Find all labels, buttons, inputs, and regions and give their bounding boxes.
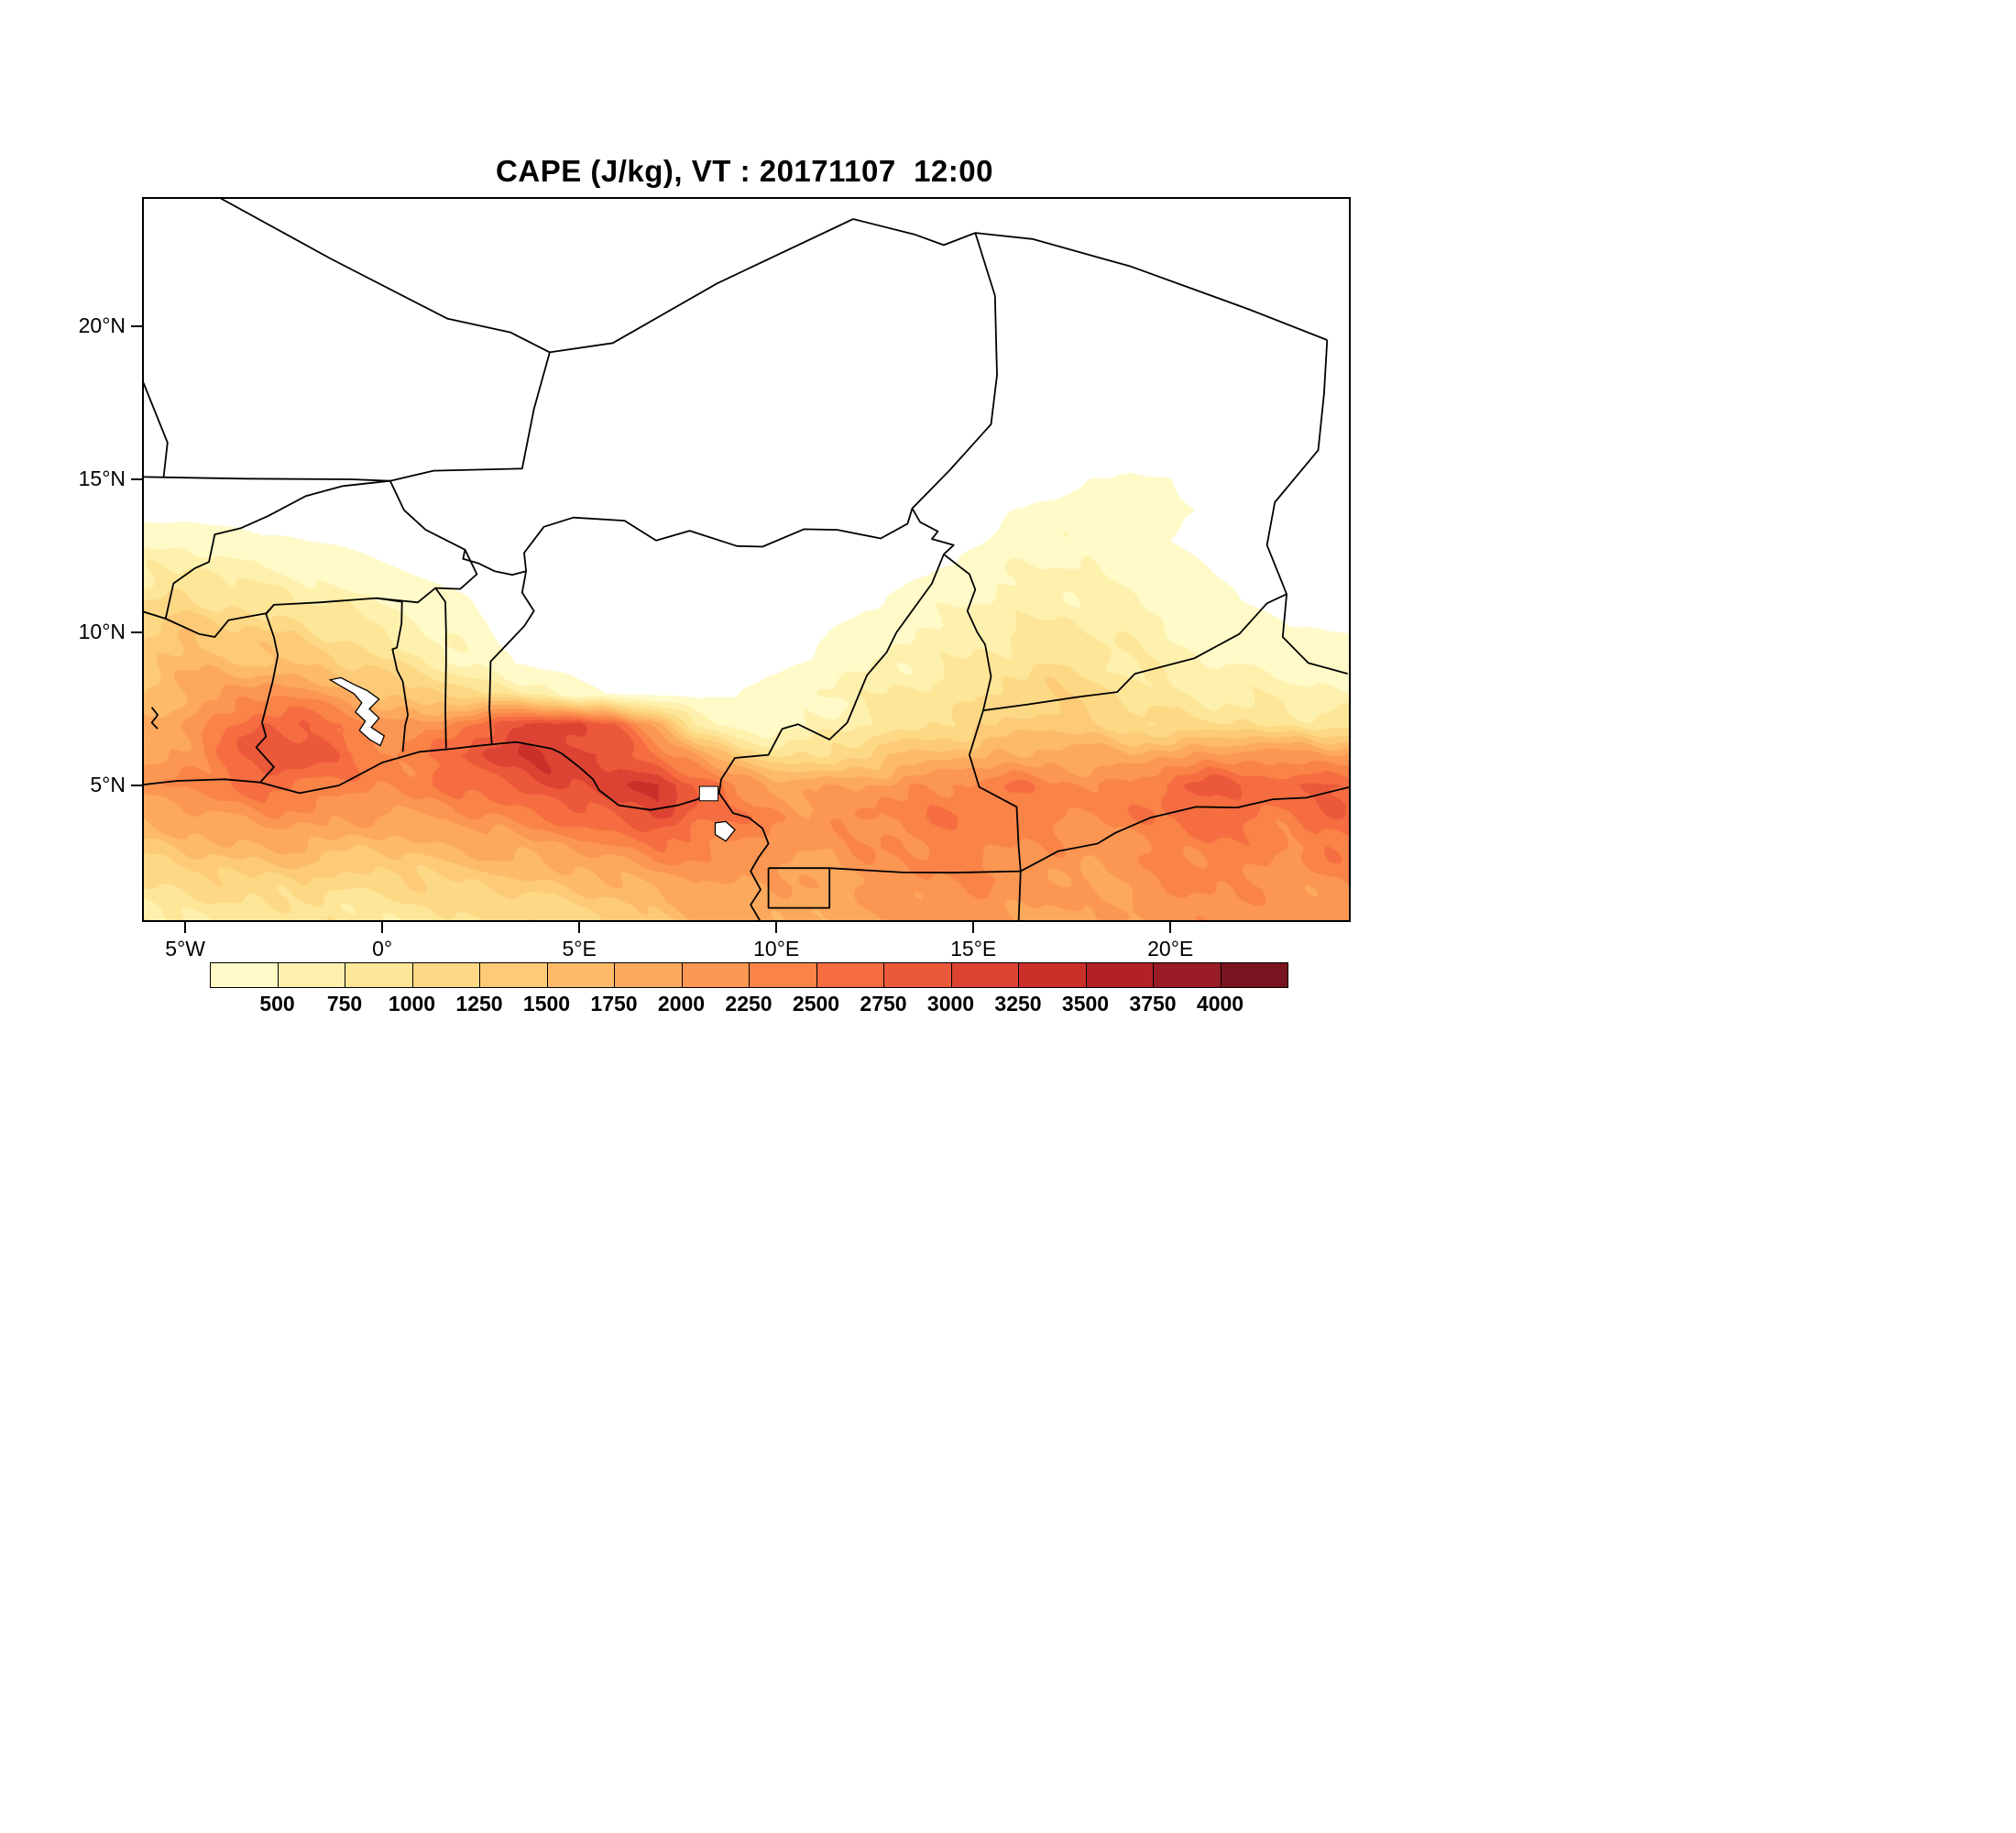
y-tick-mark — [131, 324, 142, 327]
colorbar-tick-label: 2750 — [860, 992, 907, 1015]
lake-kossou-border — [150, 707, 159, 730]
colorbar-tick-label: 3500 — [1061, 992, 1110, 1015]
cameroon-gabon-congo-border — [768, 867, 1021, 874]
colorbar-tick-label: 500 — [259, 992, 295, 1015]
x-tick-label: 10°E — [753, 937, 800, 960]
colorbar-segment — [411, 962, 480, 988]
y-tick-label: 20°N — [78, 313, 126, 337]
x-tick-mark — [381, 922, 384, 933]
y-tick-label: 15°N — [78, 466, 126, 490]
colorbar-segment — [1018, 962, 1087, 988]
chad-sudan-border — [1265, 339, 1348, 675]
colorbar-tick-label: 1250 — [455, 992, 503, 1015]
niger-burkina-border — [389, 480, 527, 576]
colorbar-segment — [277, 962, 345, 988]
x-tick-label: 0° — [372, 937, 393, 960]
mauritania-mali-border — [144, 381, 169, 478]
colorbar-tick-label: 1500 — [522, 992, 571, 1015]
x-tick-mark — [775, 922, 778, 933]
colorbar-segment — [210, 962, 279, 988]
colorbar-tick-label: 3000 — [926, 992, 975, 1015]
burkina-south-border — [144, 549, 478, 638]
colorbar-segment — [345, 962, 413, 988]
y-tick-mark — [131, 785, 142, 787]
x-tick-label: 20°E — [1147, 937, 1194, 960]
nigeria-niger-border — [523, 508, 914, 572]
colorbar-segment — [950, 962, 1019, 988]
colorbar-tick-label: 2500 — [792, 992, 840, 1015]
congo-car-south-border — [1017, 871, 1022, 920]
map-plot-area — [142, 197, 1351, 922]
niger-libya-chad-border — [852, 218, 1328, 341]
colorbar-tick-label: 3250 — [994, 992, 1042, 1015]
ghana-togo-border — [376, 597, 410, 752]
x-tick-label: 5°E — [562, 937, 597, 960]
missing-data-cell — [698, 785, 719, 802]
algeria-niger-border — [549, 218, 854, 354]
colorbar-tick-label: 2250 — [725, 992, 772, 1015]
colorbar-segment — [1153, 962, 1222, 988]
mali-niger-west-border — [144, 352, 551, 482]
cameroon-car-border — [969, 709, 1022, 872]
colorbar-segment — [883, 962, 952, 988]
mali-algeria-border — [220, 199, 551, 354]
chad-car-border — [982, 593, 1287, 712]
cameroon-chad-border — [982, 644, 992, 711]
y-tick-label: 10°N — [78, 620, 126, 643]
figure-title: CAPE (J/kg), VT : 20171107 12:00 — [496, 154, 993, 188]
x-tick-label: 5°W — [165, 937, 205, 960]
colorbar-tick-label: 1000 — [388, 992, 436, 1015]
lake-volta — [328, 676, 386, 747]
y-tick-mark — [131, 477, 142, 480]
colorbar-tick-label: 750 — [326, 992, 363, 1015]
x-tick-mark — [1169, 922, 1172, 933]
colorbar-tick-label: 4000 — [1196, 992, 1244, 1015]
ivorycoast-ghana-border — [255, 604, 279, 784]
colorbar-segment — [1085, 962, 1154, 988]
x-tick-mark — [972, 922, 975, 933]
nigeria-cameroon-border — [718, 554, 945, 794]
country-borders-overlay — [144, 199, 1349, 920]
benin-nigeria-border — [488, 571, 535, 744]
colorbar-segment — [1220, 962, 1288, 988]
colorbar-segment — [614, 962, 683, 988]
niger-chad-lakechad-border — [911, 232, 998, 645]
x-tick-label: 15°E — [950, 937, 997, 960]
car-drc-ubangi-border — [1020, 785, 1349, 873]
colorbar-tick-label: 1750 — [590, 992, 638, 1015]
colorbar-segment — [546, 962, 615, 988]
colorbar-tick-label: 3750 — [1129, 992, 1177, 1015]
bioko-island — [714, 820, 736, 842]
colorbar-tick-label: 2000 — [657, 992, 706, 1015]
colorbar-segment — [816, 962, 884, 988]
eq-guinea-border — [767, 868, 831, 909]
colorbar-segment — [681, 962, 750, 988]
x-tick-mark — [578, 922, 581, 933]
togo-benin-border — [434, 587, 447, 749]
colorbar-segment — [749, 962, 817, 988]
y-tick-mark — [131, 631, 142, 633]
y-tick-label: 5°N — [90, 773, 126, 797]
burkina-mali-border — [164, 479, 390, 620]
coastline-border — [144, 741, 770, 920]
cape-field-canvas — [144, 199, 1349, 920]
colorbar-segment — [479, 962, 548, 988]
x-tick-mark — [184, 922, 187, 933]
